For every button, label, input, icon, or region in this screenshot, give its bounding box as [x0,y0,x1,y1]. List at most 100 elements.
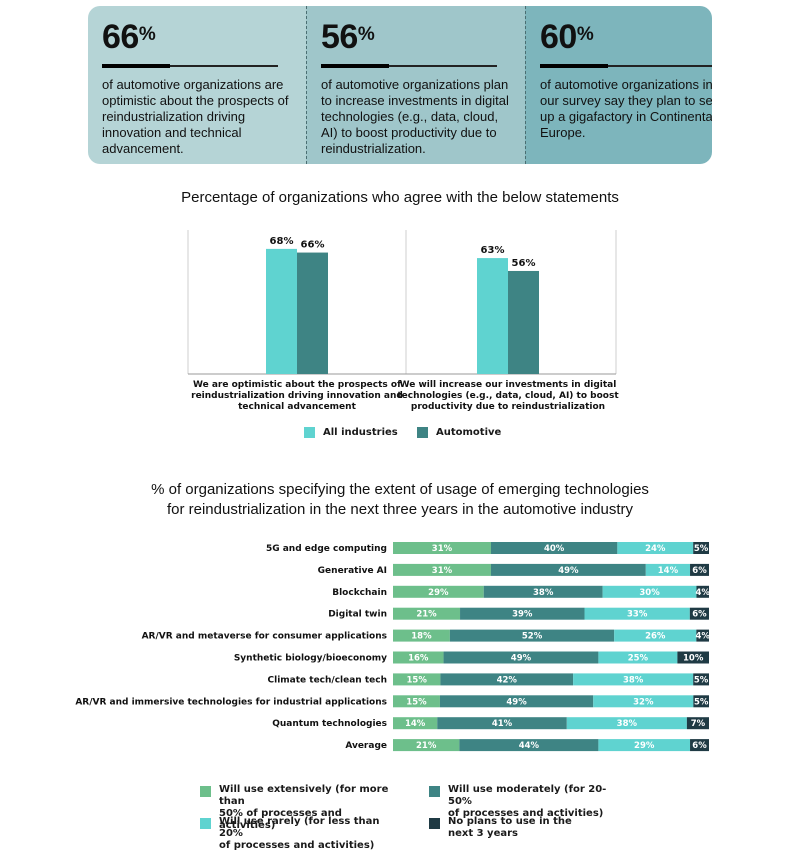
segment-value-label: 49% [511,654,532,664]
segment-extensively [393,673,441,686]
category-label: productivity due to reindustrialization [411,402,605,412]
segment-rarely [602,585,697,598]
segment-value-label: 30% [639,588,660,598]
stats-banner: 66% of automotive organizations are opti… [88,6,712,164]
row-label: AR/VR and metaverse for consumer applica… [142,632,387,642]
stat-card: 56% of automotive organizations plan to … [306,6,525,164]
segment-moderately [440,673,574,686]
stat-divider [102,64,278,68]
legend-item-all-industries: All industries [304,427,398,438]
category-label: technologies (e.g., data, cloud, AI) to … [397,391,619,401]
legend-swatch [304,427,315,438]
segment-no-plans [693,673,709,686]
segment-rarely [593,695,694,708]
segment-no-plans [690,739,709,752]
row-label: Blockchain [332,588,387,598]
legend-label: Will use rarely (for less than 20% of pro… [219,816,380,851]
segment-value-label: 10% [683,654,704,664]
segment-extensively [393,695,440,708]
segment-value-label: 21% [416,741,437,751]
bar-all-industries [266,248,297,374]
segment-no-plans [689,607,709,620]
segment-extensively [393,717,438,730]
segment-moderately [490,563,646,576]
stat-description: of automotive organizations are optimist… [102,77,289,156]
segment-value-label: 40% [544,544,565,554]
segment-value-label: 5% [694,544,709,554]
row-label: AR/VR and immersive technologies for ind… [75,697,387,707]
legend-label: Will use extensively (for more than 50% o… [219,784,389,831]
segment-value-label: 49% [506,697,527,707]
segment-value-label: 15% [407,675,428,685]
usage-chart-title: % of organizations specifying the extent… [0,480,800,520]
segment-value-label: 4% [695,632,710,642]
segment-value-label: 14% [658,566,679,576]
segment-value-label: 6% [692,566,707,576]
segment-rarely [598,739,691,752]
bar-all-industries [477,258,508,374]
row-label: Quantum technologies [272,719,387,729]
segment-value-label: 24% [645,544,666,554]
segment-value-label: 38% [533,588,554,598]
legend-item-moderately: Will use moderately (for 20-50% of proces… [429,784,618,820]
segment-value-label: 4% [696,588,711,598]
usage-chart-title-line: % of organizations specifying the extent… [151,481,649,498]
segment-value-label: 31% [432,544,453,554]
stat-description: of automotive organizations in our surve… [540,77,712,140]
category-label: We will increase our investments in digi… [400,380,617,390]
row-label: Synthetic biology/bioeconomy [234,654,387,664]
segment-extensively [393,651,444,664]
segment-rarely [645,563,691,576]
row-label: Average [345,741,387,751]
segment-value-label: 26% [645,632,666,642]
usage-chart-title-line: for reindustrialization in the next thre… [166,501,634,518]
segment-value-label: 16% [408,654,429,664]
segment-value-label: 21% [416,610,437,620]
stat-divider [321,64,497,68]
segment-no-plans [686,717,709,730]
segment-value-label: 15% [406,697,427,707]
segment-value-label: 29% [634,741,655,751]
segment-no-plans [690,563,709,576]
segment-rarely [573,673,694,686]
legend-item-automotive: Automotive [417,427,501,438]
bar-value-label: 66% [301,240,325,251]
segment-rarely [566,717,687,730]
legend-swatch [429,818,440,829]
stat-card: 60% of automotive organizations in our s… [525,6,712,164]
stat-description: of automotive organizations plan to incr… [321,77,509,156]
stat-value: 60% [540,18,594,56]
bar-value-label: 68% [270,236,294,247]
segment-rarely [614,629,697,642]
segment-value-label: 38% [617,719,638,729]
segment-extensively [393,607,461,620]
segment-value-label: 32% [633,697,654,707]
stat-value: 66% [102,18,156,56]
segment-no-plans [693,542,709,554]
segment-rarely [617,542,694,554]
segment-value-label: 14% [405,719,426,729]
segment-extensively [393,585,484,598]
legend-label: All industries [323,427,398,438]
segment-value-label: 33% [627,610,648,620]
legend-item-no-plans: No plans to use in the next 3 years [429,816,618,840]
stat-card: 66% of automotive organizations are opti… [88,6,306,164]
legend-label: Will use moderately (for 20-50% of proces… [448,784,607,819]
segment-rarely [584,607,690,620]
row-label: 5G and edge computing [266,544,387,554]
category-label: reindustrialization driving innovation a… [191,391,403,401]
segment-value-label: 38% [623,675,644,685]
segment-value-label: 25% [628,654,649,664]
stat-value: 56% [321,18,375,56]
row-label: Generative AI [318,566,387,576]
segment-moderately [460,607,585,620]
segment-no-plans [696,585,709,598]
segment-moderately [449,629,615,642]
segment-value-label: 44% [519,741,540,751]
segment-no-plans [696,629,709,642]
segment-moderately [443,651,599,664]
segment-moderately [437,717,567,730]
segment-extensively [393,542,491,554]
segment-extensively [393,629,450,642]
category-label: technical advancement [238,402,356,412]
